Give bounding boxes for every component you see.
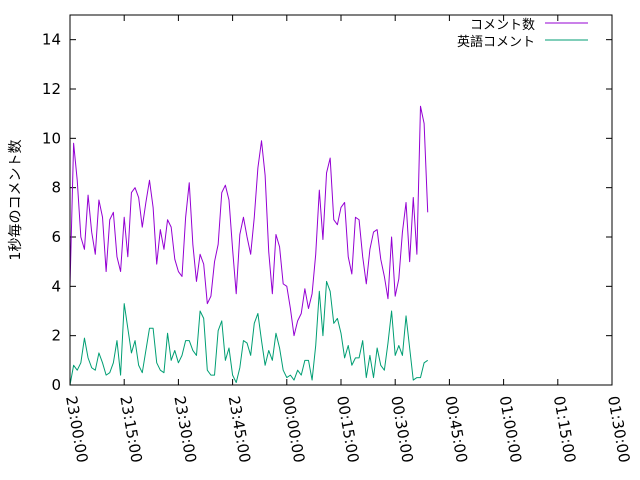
series-layer	[69, 105, 429, 386]
legend-label-comments: コメント数	[470, 18, 535, 33]
y-tick-label: 6	[51, 228, 61, 246]
y-axis-label: 1秒毎のコメント数	[8, 140, 24, 261]
x-tick-label: 00:45:00	[441, 395, 470, 464]
y-tick-labels: 0 2 4 6 8 10 12 14	[42, 31, 61, 394]
y-tick-label: 4	[51, 277, 61, 295]
x-tick-label: 23:45:00	[225, 395, 254, 464]
legend: コメント数 英語コメント	[457, 18, 588, 50]
x-tick-labels: 23:00:00 23:15:00 23:30:00 23:45:00 00:00:00…	[62, 395, 633, 464]
legend-label-english: 英語コメント	[457, 34, 535, 50]
series-line-english	[69, 280, 429, 386]
x-tick-label: 01:30:00	[604, 395, 633, 464]
y-tick-label: 12	[42, 80, 61, 98]
y-tick-label: 14	[42, 31, 61, 49]
x-tick-label: 23:00:00	[62, 395, 91, 464]
x-tick-label: 00:00:00	[279, 395, 308, 464]
tick-marks	[69, 15, 613, 386]
y-tick-label: 8	[51, 179, 61, 197]
y-tick-label: 10	[42, 129, 61, 147]
y-tick-label: 2	[51, 327, 61, 345]
y-tick-label: 0	[51, 376, 61, 394]
series-line-comments	[69, 105, 429, 337]
x-tick-label: 00:30:00	[387, 395, 416, 464]
x-tick-label: 00:15:00	[333, 395, 362, 464]
x-tick-label: 23:15:00	[116, 395, 145, 464]
plot-frame	[69, 14, 613, 386]
x-tick-label: 23:30:00	[170, 395, 199, 464]
x-tick-label: 01:00:00	[496, 395, 525, 464]
x-tick-label: 01:15:00	[550, 395, 579, 464]
